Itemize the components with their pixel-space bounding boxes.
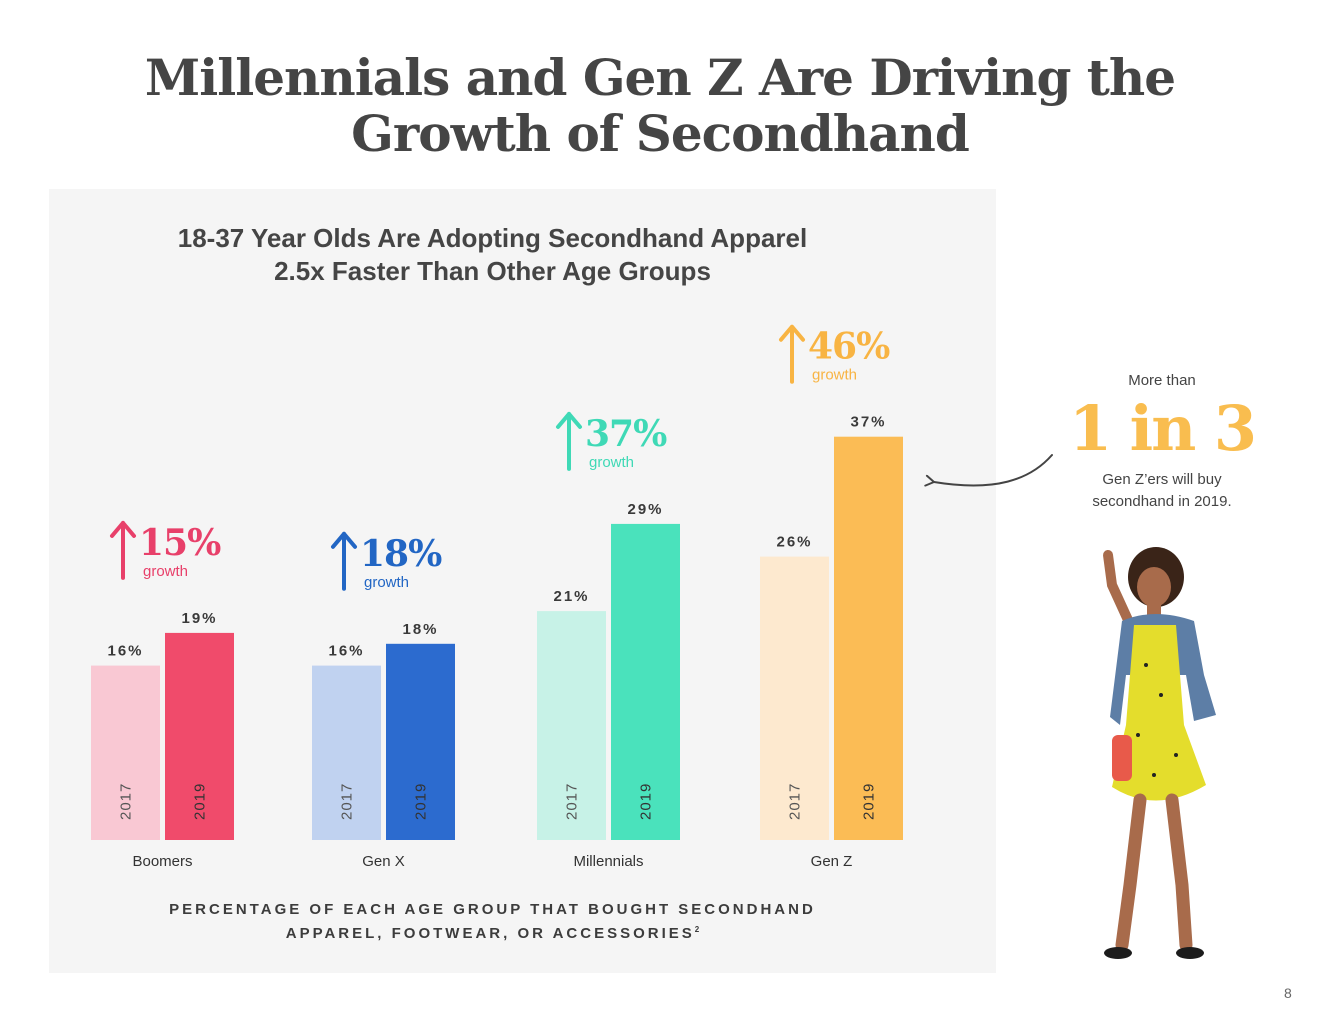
category-label-boomers: Boomers <box>132 853 192 870</box>
year-label-gen-z-2019: 2019 <box>861 783 878 820</box>
growth-word-gen-x: growth <box>364 574 409 591</box>
chart-title: 18-37 Year Olds Are Adopting Secondhand … <box>49 222 936 288</box>
growth-value-boomers: 15% <box>139 522 221 564</box>
year-label-gen-x-2019: 2019 <box>413 783 430 820</box>
year-label-gen-x-2017: 2017 <box>339 783 356 820</box>
bar-gen-x-2017 <box>312 665 381 840</box>
growth-word-gen-z: growth <box>812 367 857 384</box>
callout-post-line1: Gen Z’ers will buy <box>1102 471 1222 488</box>
value-label-gen-z-2017: 26% <box>776 534 812 551</box>
gen-z-callout: More than 1 in 3 Gen Z’ers will buy seco… <box>1062 370 1262 513</box>
callout-big-stat: 1 in 3 <box>1068 392 1257 465</box>
value-label-gen-x-2019: 18% <box>402 621 438 638</box>
bar-gen-x-2019 <box>386 643 455 840</box>
year-label-millennials-2017: 2017 <box>564 783 581 820</box>
category-label-gen-x: Gen X <box>362 853 405 870</box>
bar-gen-z-2019 <box>834 436 903 840</box>
slide-title-line1: Millennials and Gen Z Are Driving the <box>144 48 1176 107</box>
category-label-gen-z: Gen Z <box>811 853 853 870</box>
bar-gen-z-2017 <box>760 556 829 840</box>
growth-value-gen-z: 46% <box>808 326 890 368</box>
chart-footnote-line2: APPAREL, FOOTWEAR, OR ACCESSORIES <box>285 925 695 942</box>
growth-word-millennials: growth <box>589 454 634 471</box>
value-label-millennials-2017: 21% <box>553 588 589 605</box>
year-label-gen-z-2017: 2017 <box>787 783 804 820</box>
slide-title: Millennials and Gen Z Are Driving the Gr… <box>0 50 1320 162</box>
footnote-marker: 2 <box>694 925 700 934</box>
value-label-gen-z-2019: 37% <box>850 414 886 431</box>
bar-millennials-2017 <box>537 611 606 840</box>
model-photo <box>1026 525 1262 985</box>
year-label-boomers-2019: 2019 <box>192 783 209 820</box>
growth-arrow-gen-x <box>331 531 357 591</box>
growth-value-millennials: 37% <box>585 413 667 455</box>
bar-millennials-2019 <box>611 523 680 840</box>
callout-post-text: Gen Z’ers will buy secondhand in 2019. <box>1062 469 1262 513</box>
woman-illustration <box>1103 547 1216 959</box>
callout-post-line2: secondhand in 2019. <box>1092 493 1232 510</box>
growth-word-boomers: growth <box>143 563 188 580</box>
bar-boomers-2019 <box>165 632 234 840</box>
growth-value-gen-x: 18% <box>360 533 442 575</box>
growth-arrow-millennials <box>556 411 582 471</box>
chart-footnote: PERCENTAGE OF EACH AGE GROUP THAT BOUGHT… <box>49 900 936 944</box>
year-label-boomers-2017: 2017 <box>118 783 135 820</box>
slide-title-line2: Growth of Secondhand <box>351 104 970 163</box>
bar-boomers-2017 <box>91 665 160 840</box>
callout-pre-text: More than <box>1128 372 1196 389</box>
chart-footnote-line1: PERCENTAGE OF EACH AGE GROUP THAT BOUGHT… <box>169 901 816 918</box>
category-label-millennials: Millennials <box>573 853 643 870</box>
chart-title-line2: 2.5x Faster Than Other Age Groups <box>274 256 711 286</box>
value-label-gen-x-2017: 16% <box>328 643 364 660</box>
growth-arrow-boomers <box>110 520 136 580</box>
value-label-boomers-2019: 19% <box>181 610 217 627</box>
page-number: 8 <box>1284 985 1292 1001</box>
value-label-boomers-2017: 16% <box>107 643 143 660</box>
chart-title-line1: 18-37 Year Olds Are Adopting Secondhand … <box>177 223 808 253</box>
callout-arrow <box>924 454 1053 487</box>
value-label-millennials-2019: 29% <box>627 501 663 518</box>
year-label-millennials-2019: 2019 <box>638 783 655 820</box>
growth-arrow-gen-z <box>779 324 805 384</box>
